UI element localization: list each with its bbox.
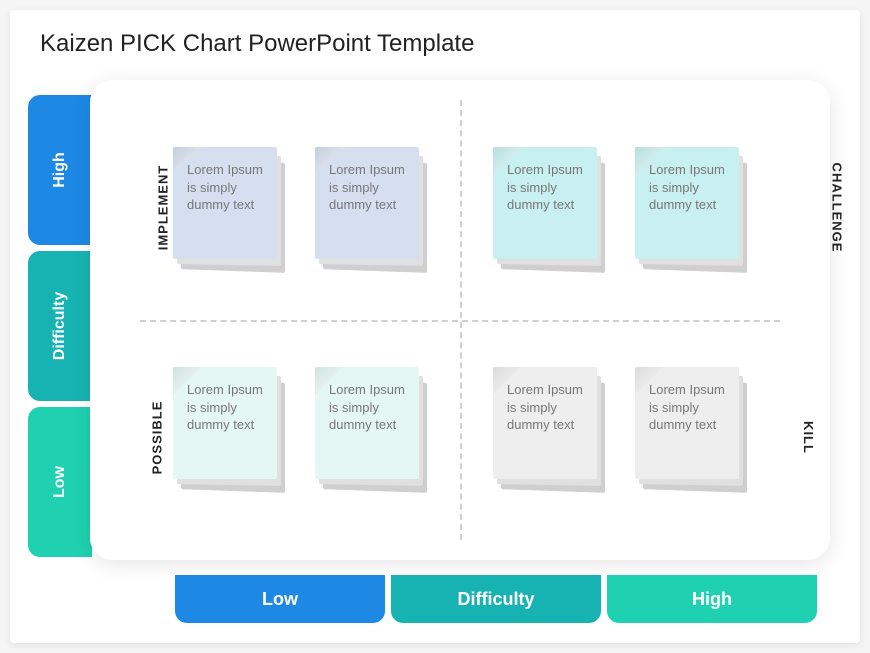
sticky-note-text: Lorem Ipsum is simply dummy text	[635, 367, 739, 479]
sticky-note: Lorem Ipsum is simply dummy text	[313, 365, 429, 495]
sticky-note-text: Lorem Ipsum is simply dummy text	[493, 147, 597, 259]
pick-grid: Lorem Ipsum is simply dummy text Lorem I…	[140, 100, 780, 540]
sticky-note: Lorem Ipsum is simply dummy text	[491, 145, 607, 275]
x-tab-low: Low	[175, 575, 385, 623]
pick-chart-panel: IMPLEMENT POSSIBLE CHALLENGE KILL Lorem …	[90, 80, 830, 560]
quadrant-possible: Lorem Ipsum is simply dummy text Lorem I…	[140, 320, 460, 540]
quadrant-challenge: Lorem Ipsum is simply dummy text Lorem I…	[460, 100, 780, 320]
quadrant-implement: Lorem Ipsum is simply dummy text Lorem I…	[140, 100, 460, 320]
sticky-note-text: Lorem Ipsum is simply dummy text	[635, 147, 739, 259]
sticky-note-text: Lorem Ipsum is simply dummy text	[315, 367, 419, 479]
sticky-note: Lorem Ipsum is simply dummy text	[633, 145, 749, 275]
quad-label-possible: POSSIBLE	[120, 430, 138, 445]
y-tab-low-label: Low	[51, 466, 69, 498]
slide: Kaizen PICK Chart PowerPoint Template Hi…	[10, 10, 860, 643]
sticky-note-text: Lorem Ipsum is simply dummy text	[173, 147, 277, 259]
y-tab-mid-label: Difficulty	[51, 292, 69, 360]
y-tab-high-label: High	[51, 152, 69, 188]
x-axis-tabs: Low Difficulty High	[175, 575, 817, 623]
y-tab-high: High	[28, 95, 92, 245]
sticky-note: Lorem Ipsum is simply dummy text	[633, 365, 749, 495]
y-axis-tabs: High Difficulty Low	[28, 95, 92, 557]
x-tab-high: High	[607, 575, 817, 623]
sticky-note-text: Lorem Ipsum is simply dummy text	[315, 147, 419, 259]
y-tab-low: Low	[28, 407, 92, 557]
x-tab-mid: Difficulty	[391, 575, 601, 623]
quad-label-implement: IMPLEMENT	[120, 200, 138, 215]
sticky-note: Lorem Ipsum is simply dummy text	[171, 365, 287, 495]
page-title: Kaizen PICK Chart PowerPoint Template	[40, 30, 474, 58]
sticky-note: Lorem Ipsum is simply dummy text	[313, 145, 429, 275]
quadrant-kill: Lorem Ipsum is simply dummy text Lorem I…	[460, 320, 780, 540]
quad-label-challenge: CHALLENGE	[792, 200, 810, 215]
y-tab-mid: Difficulty	[28, 251, 92, 401]
sticky-note-text: Lorem Ipsum is simply dummy text	[493, 367, 597, 479]
sticky-note: Lorem Ipsum is simply dummy text	[171, 145, 287, 275]
sticky-note-text: Lorem Ipsum is simply dummy text	[173, 367, 277, 479]
quad-label-kill: KILL	[792, 430, 810, 445]
sticky-note: Lorem Ipsum is simply dummy text	[491, 365, 607, 495]
